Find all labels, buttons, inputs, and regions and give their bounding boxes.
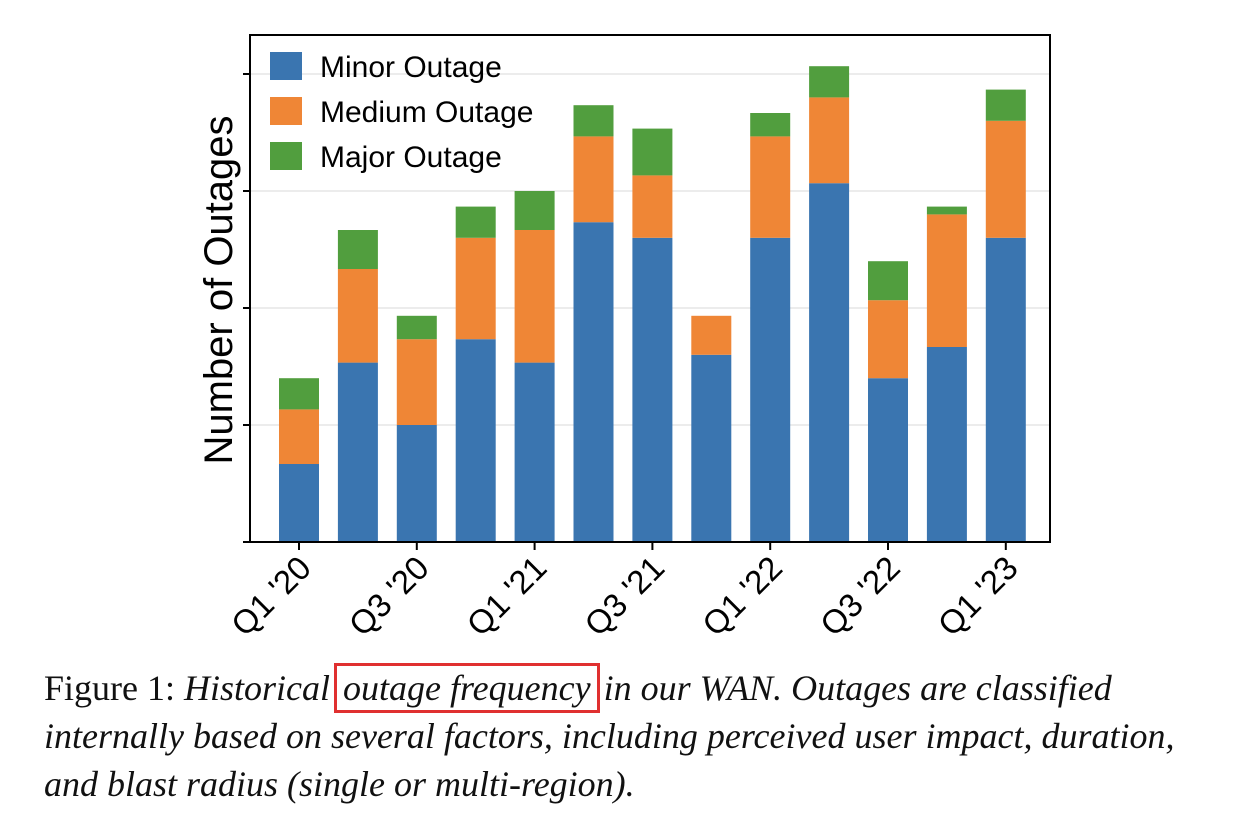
bar-minor-outage — [514, 362, 555, 542]
bar-major-outage — [809, 66, 850, 98]
bar-major-outage — [396, 315, 437, 340]
bar-minor-outage — [573, 222, 614, 542]
bar-medium-outage — [337, 269, 378, 363]
bar-medium-outage — [985, 120, 1026, 238]
bar-medium-outage — [750, 136, 791, 238]
figure-caption: Figure 1: Historical outage frequency in… — [44, 663, 1194, 808]
bar-minor-outage — [868, 378, 908, 542]
bar-minor-outage — [337, 362, 378, 542]
x-tick-label: Q3 '21 — [577, 549, 671, 643]
bar-major-outage — [985, 89, 1026, 121]
bar-minor-outage — [455, 339, 496, 542]
bar-major-outage — [926, 206, 967, 215]
bar-minor-outage — [632, 237, 673, 543]
x-tick-label: Q1 '21 — [459, 549, 553, 643]
bar-major-outage — [573, 105, 614, 137]
legend-label-minor-outage: Minor Outage — [320, 51, 502, 84]
x-tick-label: Q1 '23 — [931, 549, 1025, 643]
caption-highlighted-phrase: outage frequency — [334, 663, 600, 713]
bar-minor-outage — [750, 237, 791, 543]
bar-medium-outage — [632, 175, 673, 238]
bar-minor-outage — [985, 237, 1026, 543]
bar-minor-outage — [396, 425, 437, 542]
x-tick-label: Q1 '20 — [224, 549, 318, 643]
bar-major-outage — [868, 261, 908, 301]
legend-label-medium-outage: Medium Outage — [320, 96, 533, 129]
legend-swatch-major-outage — [270, 142, 302, 170]
bar-medium-outage — [396, 339, 437, 425]
x-tick-label: Q1 '22 — [695, 549, 789, 643]
x-tick-labels: Q1 '20 Q3 '20 Q1 '21 Q3 '21 Q1 '22 Q3 '22 Q1 '… — [224, 549, 1025, 643]
caption-text-before: Historical — [184, 668, 331, 708]
legend: Minor Outage Medium Outage Major Outage — [270, 51, 533, 174]
legend-swatch-medium-outage — [270, 97, 302, 125]
bar-medium-outage — [868, 300, 908, 379]
bar-minor-outage — [691, 354, 732, 542]
bar-medium-outage — [279, 409, 319, 464]
bar-major-outage — [455, 206, 496, 238]
bar-major-outage — [514, 191, 555, 230]
axis-ticks — [243, 73, 1007, 550]
bar-medium-outage — [514, 230, 555, 363]
bar-minor-outage — [809, 183, 850, 542]
bar-medium-outage — [809, 97, 850, 184]
bar-medium-outage — [691, 315, 732, 355]
caption-text-after: in our WAN. Outages are classified inter… — [44, 668, 1175, 804]
bar-major-outage — [632, 128, 673, 176]
bar-medium-outage — [455, 237, 496, 340]
x-tick-label: Q3 '20 — [342, 549, 436, 643]
bar-medium-outage — [926, 214, 967, 347]
plot-frame — [249, 34, 1051, 543]
caption-figure-number: Figure 1: — [44, 668, 175, 708]
bar-series — [279, 66, 1026, 543]
bar-major-outage — [337, 230, 378, 269]
bar-minor-outage — [926, 347, 967, 542]
legend-swatch-minor-outage — [270, 52, 302, 80]
stacked-bar-chart: Q1 '20 Q3 '20 Q1 '21 Q3 '21 Q1 '22 Q3 '22 Q1 '… — [197, 34, 1051, 643]
legend-label-major-outage: Major Outage — [320, 141, 502, 174]
bar-major-outage — [750, 113, 791, 137]
bar-minor-outage — [279, 464, 319, 542]
y-axis-label: Number of Outages — [197, 115, 241, 464]
x-tick-label: Q3 '22 — [813, 549, 907, 643]
bar-medium-outage — [573, 136, 614, 223]
bar-major-outage — [279, 378, 319, 410]
